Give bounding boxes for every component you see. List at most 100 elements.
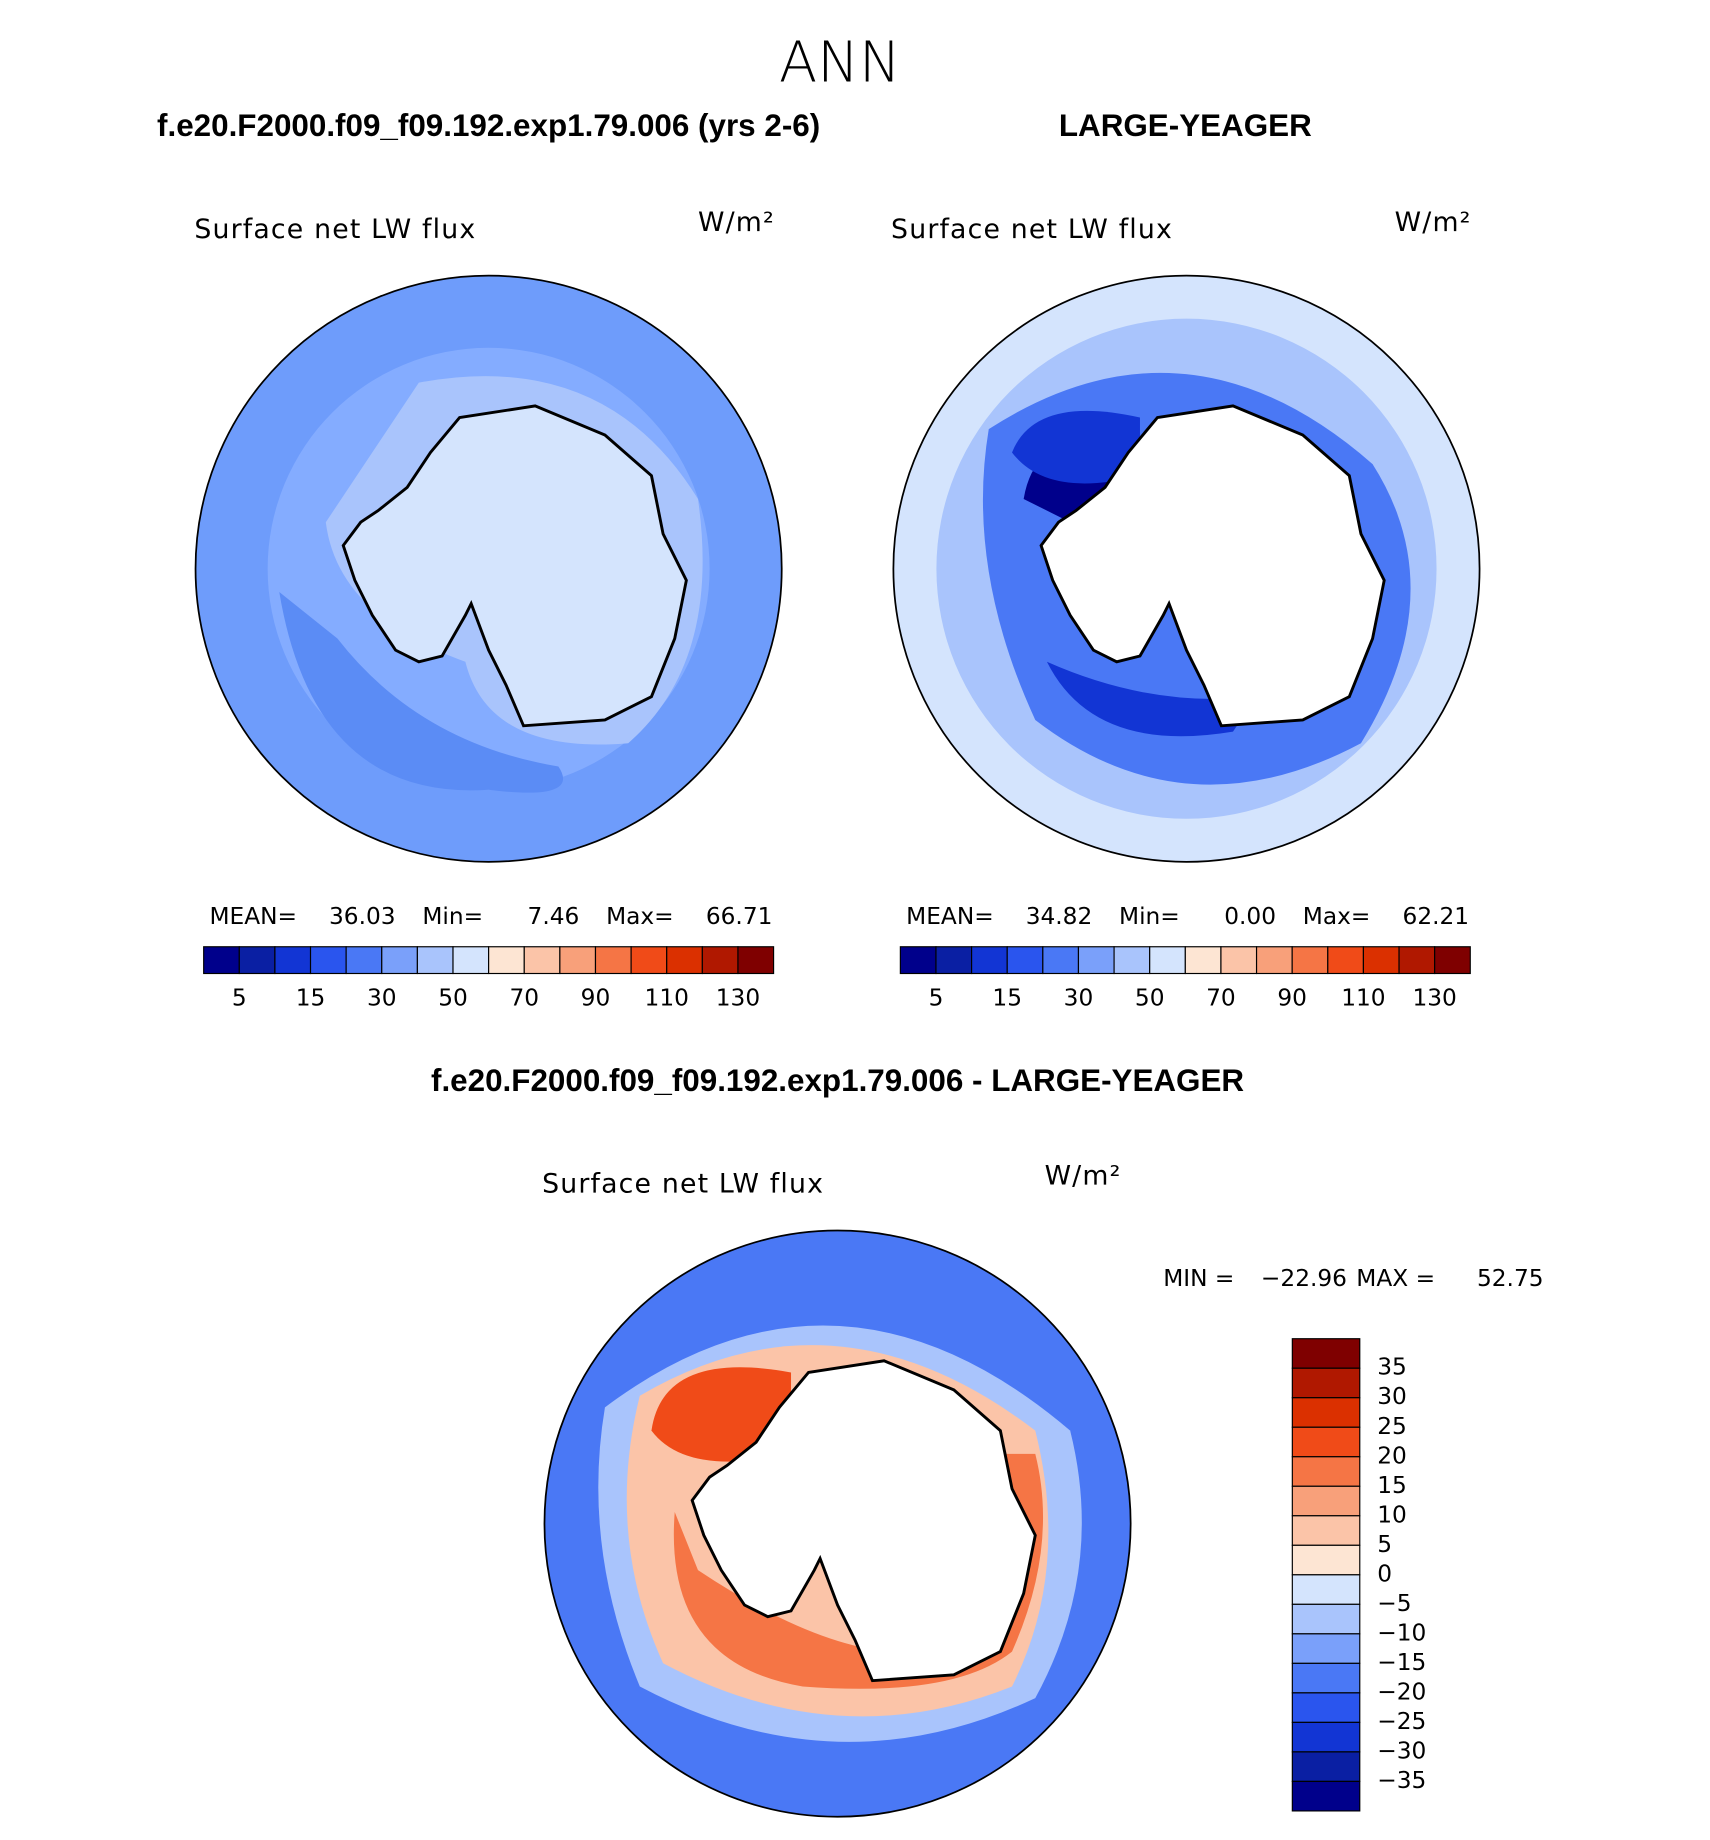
colorbar-cell (1291, 1603, 1361, 1635)
colorbar-cell (416, 946, 454, 975)
colorbar-cell (1291, 1338, 1361, 1369)
colorbar-cell (899, 946, 937, 975)
coastline (341, 404, 688, 728)
map-region (673, 1453, 1044, 1689)
colorbar-cell (1291, 1780, 1361, 1812)
colorbar-cell (1042, 946, 1080, 975)
colorbar-cell (274, 946, 312, 975)
map-region (1046, 661, 1257, 737)
colorbar-label: 15 (992, 985, 1022, 1012)
colorbar-cell (971, 946, 1008, 975)
colorbar-cell (1291, 1574, 1361, 1605)
map-layers (893, 275, 1480, 862)
map-region (651, 1367, 792, 1462)
colorbar-label: 90 (581, 985, 611, 1012)
map-region (1041, 405, 1385, 726)
colorbar-cell (594, 946, 632, 975)
colorbar-cell (488, 946, 525, 975)
stat-value: 62.21 (1403, 903, 1470, 930)
colorbar-label: −15 (1377, 1649, 1426, 1676)
colorbar-cell (1006, 946, 1044, 975)
figure-title: ANN (779, 31, 901, 96)
colorbar-label: 30 (1377, 1383, 1407, 1410)
stat-value: 34.82 (1026, 903, 1093, 930)
colorbar-cell (1113, 946, 1151, 975)
stat-value: −22.96 (1261, 1265, 1347, 1292)
colorbar-label: 5 (1377, 1531, 1392, 1558)
stat-value: 0.00 (1224, 903, 1276, 930)
colorbar-cell (1184, 946, 1222, 975)
stat-label: Min= (1119, 903, 1180, 930)
colorbar-label: 15 (1377, 1472, 1407, 1499)
colorbar-cell (1291, 1485, 1361, 1517)
colorbar-label: 5 (232, 985, 247, 1012)
colorbar-label: 5 (929, 985, 944, 1012)
colorbar-cell (701, 946, 739, 975)
colorbar-label: −30 (1377, 1737, 1426, 1764)
colorbar-cell (309, 946, 347, 975)
colorbar-cell (1220, 946, 1258, 975)
units: W/m² (698, 207, 775, 238)
map-border (543, 1229, 1132, 1818)
colorbar-cell (1291, 1662, 1361, 1694)
colorbar-label: 0 (1377, 1560, 1392, 1587)
stat-label: Max= (606, 903, 674, 930)
colorbar-cell (1291, 1721, 1361, 1753)
colorbar-cell (381, 946, 418, 975)
map-border (194, 274, 783, 863)
map-region (1012, 410, 1140, 484)
map-layers (544, 1230, 1131, 1817)
colorbar-label: 50 (438, 985, 468, 1012)
map-layers (195, 275, 782, 862)
colorbar-cell (1149, 946, 1186, 975)
stat-label: MAX = (1356, 1265, 1435, 1292)
colorbar-cell (1362, 946, 1400, 975)
colorbar-cell (1291, 1692, 1361, 1723)
stat-label: MEAN= (209, 903, 297, 930)
stat-label: MEAN= (906, 903, 994, 930)
polar-map (543, 1229, 1132, 1818)
field-name: Surface net LW flux (194, 214, 476, 245)
panel-heading: LARGE-YEAGER (1059, 108, 1312, 143)
colorbar-cell (1291, 946, 1329, 975)
colorbar-label: 30 (367, 985, 397, 1012)
colorbar-label: 50 (1135, 985, 1165, 1012)
units: W/m² (1045, 1161, 1122, 1192)
colorbar-label: −10 (1377, 1619, 1426, 1646)
stat-label: Max= (1303, 903, 1371, 930)
coastline (690, 1359, 1037, 1683)
panel-heading: f.e20.F2000.f09_f09.192.exp1.79.006 (yrs… (157, 108, 820, 143)
colorbar-label: 70 (1206, 985, 1236, 1012)
colorbar-cell (559, 946, 597, 975)
field-name: Surface net LW flux (891, 214, 1173, 245)
colorbar-cell (935, 946, 973, 975)
stat-value: 52.75 (1477, 1265, 1544, 1292)
colorbar-label: 15 (296, 985, 326, 1012)
map-border (892, 274, 1481, 863)
colorbar-cell (1077, 946, 1115, 975)
diff-heading: f.e20.F2000.f09_f09.192.exp1.79.006 - LA… (431, 1063, 1244, 1098)
colorbar-label: 25 (1377, 1413, 1407, 1440)
map-region (279, 592, 564, 793)
polar-map (194, 274, 783, 863)
colorbar-cell (1291, 1544, 1361, 1576)
stat-value: 36.03 (329, 903, 396, 930)
colorbar-label: −5 (1377, 1590, 1411, 1617)
colorbar-cell (1291, 1751, 1361, 1782)
stat-label: MIN = (1163, 1265, 1234, 1292)
colorbar-label: 110 (1341, 985, 1385, 1012)
colorbar-cell (1434, 946, 1471, 975)
colorbar-cell (1291, 1515, 1361, 1546)
colorbar-cell (1291, 1367, 1361, 1399)
colorbar-cell (1291, 1633, 1361, 1664)
colorbar-label: 20 (1377, 1442, 1407, 1469)
colorbar-label: 130 (716, 985, 760, 1012)
colorbar-cell (1291, 1456, 1361, 1487)
colorbar-cell (345, 946, 383, 975)
colorbar-cell (1255, 946, 1293, 975)
stat-label: Min= (422, 903, 483, 930)
colorbar-label: 70 (509, 985, 539, 1012)
map-region (343, 405, 687, 726)
stat-value: 7.46 (528, 903, 580, 930)
